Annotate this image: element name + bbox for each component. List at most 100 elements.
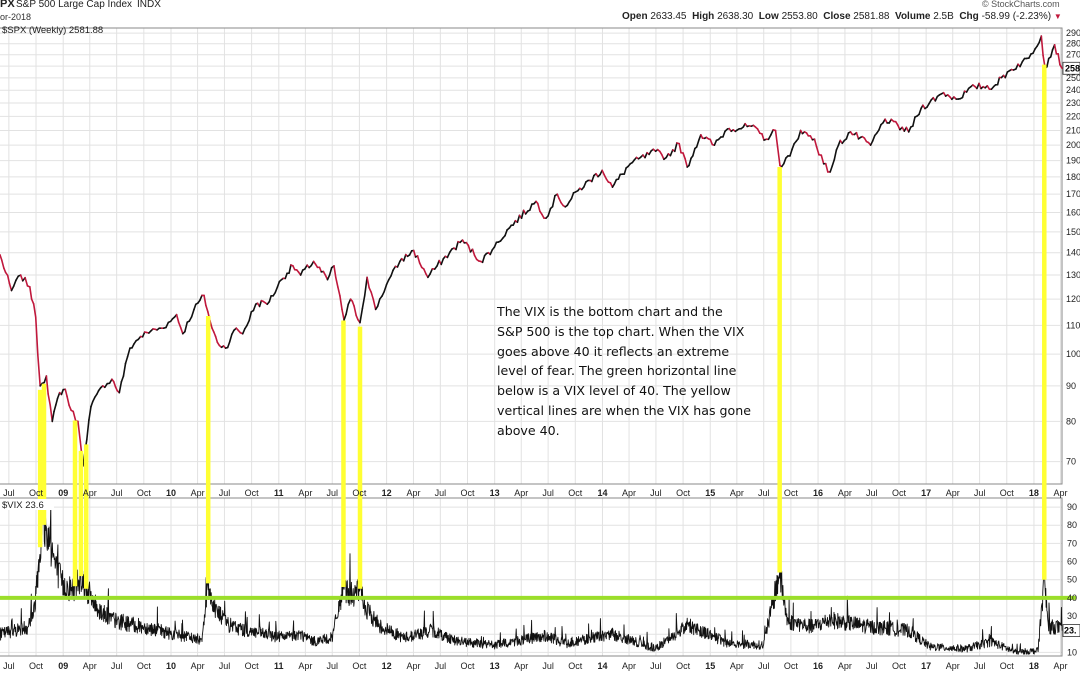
x-tick-label: Oct xyxy=(784,488,799,498)
x-tick-label: 11 xyxy=(274,661,284,671)
spx-line-segment xyxy=(64,388,68,398)
spx-line-segment xyxy=(341,308,345,321)
spx-line-segment xyxy=(570,192,575,200)
spx-line-segment xyxy=(203,294,207,307)
grid xyxy=(0,28,1062,656)
x-tick-label: 13 xyxy=(490,661,500,671)
spx-line-segment xyxy=(359,307,364,324)
y-tick-label-vix: 80 xyxy=(1067,520,1077,530)
y-tick-label-spx: 130 xyxy=(1066,270,1080,280)
spx-line-segment xyxy=(446,251,451,259)
spx-line-segment xyxy=(88,405,92,421)
x-tick-label: Oct xyxy=(245,488,260,498)
spx-line-segment xyxy=(72,410,77,422)
spx-line-segment xyxy=(339,294,343,311)
spx-line-segment xyxy=(366,276,370,289)
spx-line-segment xyxy=(1057,53,1061,66)
x-tick-label: Jul xyxy=(866,488,878,498)
x-tick-label: Jul xyxy=(435,661,447,671)
vix-spike-markers xyxy=(37,64,1047,589)
spx-line-segment xyxy=(45,375,49,395)
y-tick-label-spx: 180 xyxy=(1066,172,1080,182)
x-tick-label: Apr xyxy=(191,488,205,498)
x-tick-label: Oct xyxy=(460,488,475,498)
spx-line-segment xyxy=(370,291,375,301)
spx-line-segment xyxy=(368,286,373,294)
spx-line-segment xyxy=(326,274,331,281)
spx-line-segment xyxy=(0,254,3,261)
x-tick-label: Apr xyxy=(946,661,960,671)
spx-line-segment xyxy=(493,241,498,248)
x-tick-label: Jul xyxy=(758,488,770,498)
y-tick-label-vix: 60 xyxy=(1067,557,1077,567)
close-label: Close xyxy=(823,11,851,22)
spx-line-segment xyxy=(276,280,281,289)
spx-line-segment xyxy=(961,90,966,99)
spx-line-segment xyxy=(343,313,347,321)
spx-line-segment xyxy=(351,300,355,307)
y-tick-label-spx: 100 xyxy=(1066,349,1080,359)
spx-line-segment xyxy=(688,157,692,167)
vix-legend-bg xyxy=(0,499,54,510)
stockcharts-watermark: © StockCharts.com xyxy=(982,0,1060,9)
spx-line-segment xyxy=(214,335,219,344)
low-label: Low xyxy=(758,11,779,22)
x-tick-label: Apr xyxy=(838,488,852,498)
axes: Jul Jul Oct Oct 09 09 Apr Apr Jul Jul Oct Oct 10 10 Ap… xyxy=(3,28,1080,671)
spx-line-segment xyxy=(674,142,678,153)
spx-line-segment xyxy=(141,331,146,338)
spx-line-segment xyxy=(49,404,54,423)
spx-line-segment xyxy=(177,321,182,329)
x-tick-label: Jul xyxy=(3,488,15,498)
spx-line-segment xyxy=(467,244,472,253)
spx-line-segment xyxy=(396,260,401,268)
spx-line-segment xyxy=(835,144,840,151)
spx-line-segment xyxy=(53,404,57,413)
spx-line-segment xyxy=(547,207,552,217)
spx-line-segment xyxy=(385,279,390,286)
y-tick-label-vix: 10 xyxy=(1067,647,1077,657)
vix-last-value-box xyxy=(1062,624,1080,637)
spx-line-segment xyxy=(165,321,170,329)
spx-line-segment xyxy=(831,158,836,167)
y-tick-label-spx: 120 xyxy=(1066,294,1080,304)
x-tick-label: Oct xyxy=(1000,488,1015,498)
spx-line-segment xyxy=(190,308,195,318)
spx-line-segment xyxy=(440,258,445,266)
x-tick-label: Apr xyxy=(83,488,97,498)
spx-line-segment xyxy=(188,315,193,322)
spx-line-segment xyxy=(713,139,718,146)
spx-line-segment xyxy=(333,265,337,279)
spx-line-segment xyxy=(722,130,726,138)
spx-series xyxy=(0,35,1063,467)
x-tick-label: Oct xyxy=(568,488,583,498)
spx-line-segment xyxy=(695,139,700,148)
x-tick-label: Jul xyxy=(650,488,662,498)
spx-line-segment xyxy=(284,272,288,280)
spx-line-segment xyxy=(390,269,394,277)
x-tick-label: Jul xyxy=(974,488,986,498)
spx-line-segment xyxy=(1046,57,1050,68)
spx-line-segment xyxy=(422,268,427,275)
spx-line-segment xyxy=(34,316,39,356)
spx-line-segment xyxy=(815,145,820,156)
x-tick-label: Oct xyxy=(460,661,475,671)
spx-line-segment xyxy=(193,303,197,311)
spx-line-segment xyxy=(334,276,339,288)
spx-line-segment xyxy=(268,295,272,303)
spx-line-segment xyxy=(60,388,65,396)
spx-line-segment xyxy=(789,148,793,157)
x-tick-label: Jul xyxy=(326,661,338,671)
panel-frames xyxy=(0,27,1063,657)
x-tick-label: Oct xyxy=(568,661,583,671)
spx-line-segment xyxy=(709,138,714,146)
down-arrow-icon: ▼ xyxy=(1053,12,1062,21)
x-tick-label: Jul xyxy=(3,661,15,671)
y-tick-label-spx: 220 xyxy=(1066,111,1080,121)
spx-line-segment xyxy=(288,264,292,274)
spx-line-segment xyxy=(774,129,779,148)
spx-line-segment xyxy=(184,321,189,333)
spx-line-segment xyxy=(907,126,912,133)
date-label: or-2018 xyxy=(0,12,32,22)
x-tick-label: Oct xyxy=(892,661,907,671)
